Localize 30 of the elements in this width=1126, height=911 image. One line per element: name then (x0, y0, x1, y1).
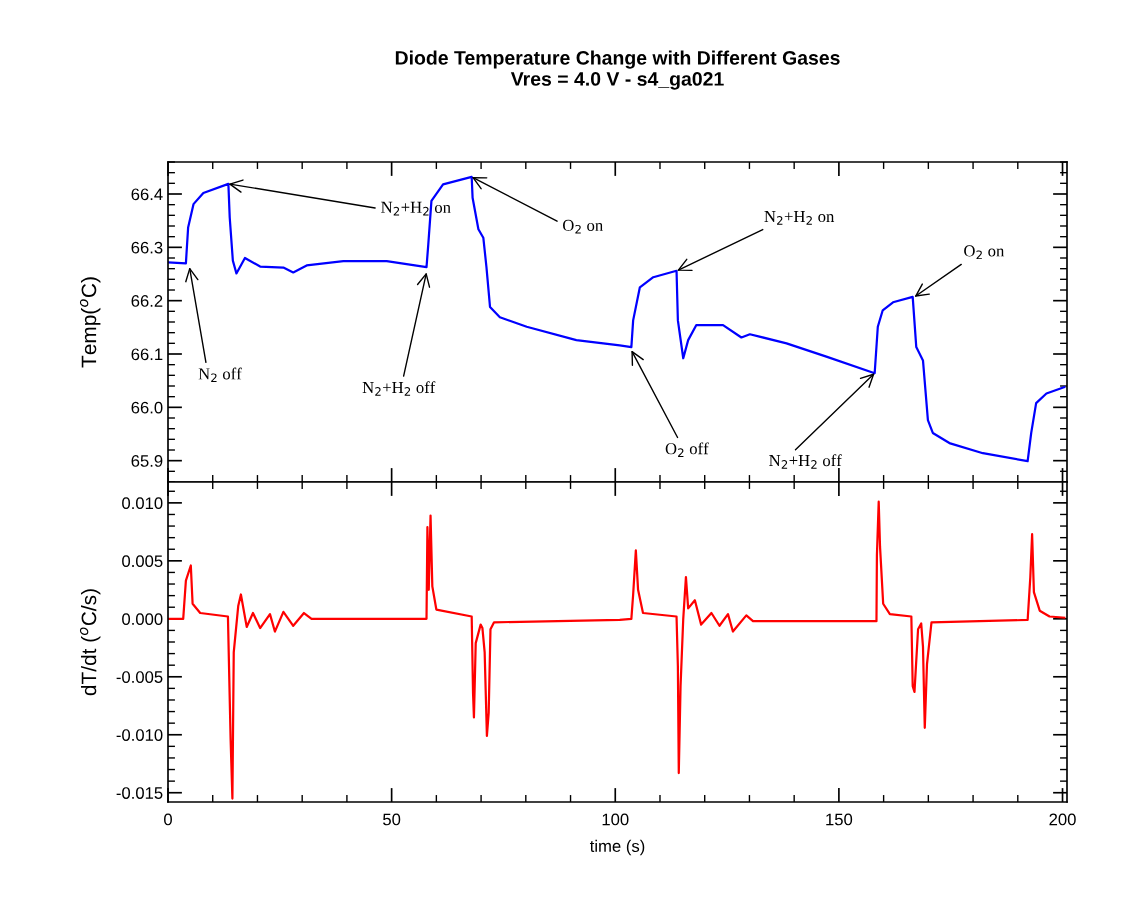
y-tick-label: 0.005 (122, 555, 163, 568)
x-axis-title: time (s) (589, 839, 645, 856)
chart-title: Diode Temperature Change with Different Gases (395, 50, 840, 69)
annotation: N$_{2}$+H$_{2}$ on (764, 211, 835, 225)
y-tick-label: -0.010 (116, 729, 163, 741)
x-tick-label: 150 (826, 813, 853, 826)
y-tick-label: 65.9 (131, 455, 163, 467)
chart-subtitle: Vres = 4.0 V - s4_ga021 (510, 72, 724, 90)
x-tick-label: 50 (383, 813, 401, 826)
annotation: N$_{2}$ off (198, 367, 242, 383)
y-tick-label: -0.015 (116, 787, 163, 799)
annotation: O$_{2}$ on (964, 245, 1005, 260)
y-tick-label: 0.000 (122, 613, 163, 626)
annotation: O$_{2}$ off (665, 442, 709, 457)
x-tick-label: 0 (164, 813, 172, 826)
y-axis-title: dT/dt ($^{o}$C/s) (79, 589, 101, 696)
y-tick-label: 66.2 (131, 295, 163, 307)
annotation: O$_{2}$ on (562, 219, 603, 234)
y-tick-label: -0.005 (116, 671, 163, 683)
y-tick-label: 0.010 (122, 497, 163, 510)
x-tick-label: 200 (1049, 813, 1076, 826)
annotation: N$_{2}$+H$_{2}$ off (769, 454, 842, 469)
annotation: N$_{2}$+H$_{2}$ on (381, 201, 451, 216)
x-tick-label: 100 (602, 813, 629, 826)
y-tick-label: 66.3 (131, 241, 163, 254)
y-axis-title: Temp($^{o}$C) (79, 277, 101, 368)
y-tick-label: 66.4 (131, 188, 163, 201)
annotation: N$_{2}$+H$_{2}$ off (362, 381, 436, 396)
y-tick-label: 66.1 (131, 348, 163, 361)
y-tick-label: 66.0 (131, 401, 163, 414)
